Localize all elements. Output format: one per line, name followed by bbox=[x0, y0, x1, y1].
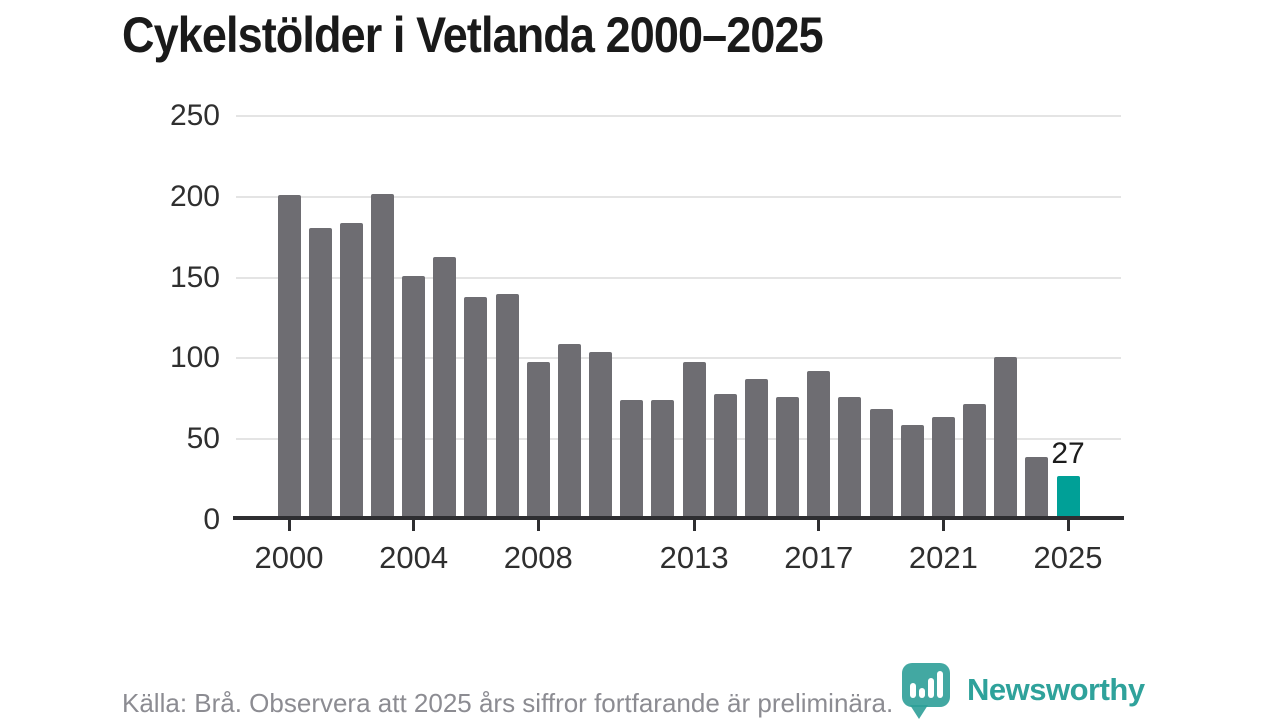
gridline-50 bbox=[236, 438, 1121, 441]
logo-chart-bar bbox=[937, 671, 943, 698]
bar-2006 bbox=[464, 297, 488, 520]
y-axis-label-250: 250 bbox=[169, 99, 220, 132]
y-axis-label-200: 200 bbox=[169, 179, 220, 213]
x-tickmark-2021 bbox=[941, 520, 945, 531]
x-axis-label-2021: 2021 bbox=[908, 540, 978, 575]
y-axis-label-100: 100 bbox=[169, 341, 220, 375]
bar-2012 bbox=[651, 400, 675, 520]
x-tickmark-2025 bbox=[1066, 520, 1070, 531]
x-axis-line bbox=[233, 516, 1124, 520]
bar-2008 bbox=[526, 361, 550, 520]
bar-2010 bbox=[589, 351, 613, 520]
newsworthy-logo-icon bbox=[902, 663, 950, 707]
bar-2024 bbox=[1025, 456, 1049, 520]
x-tickmark-2008 bbox=[536, 520, 540, 531]
bar-2000 bbox=[277, 195, 301, 520]
bar-2004 bbox=[402, 275, 426, 520]
bar-2011 bbox=[620, 400, 644, 520]
bar-2015 bbox=[744, 379, 768, 520]
bar-2023 bbox=[994, 356, 1018, 520]
bar-2020 bbox=[900, 424, 924, 520]
bar-2009 bbox=[557, 343, 581, 520]
bar-2002 bbox=[339, 222, 363, 520]
bar-2025 bbox=[1056, 476, 1080, 520]
gridline-200 bbox=[236, 195, 1121, 198]
x-tickmark-2000 bbox=[287, 520, 291, 531]
bar-chart-plot: 0 50 100 150 200 250 27 2000 2004 2008 2013 2017 202… bbox=[170, 100, 1124, 575]
logo-chart-bar bbox=[910, 683, 916, 698]
bar-2021 bbox=[931, 416, 955, 520]
bar-2005 bbox=[433, 256, 457, 520]
y-axis-label-0: 0 bbox=[203, 503, 220, 536]
x-axis-label-2004: 2004 bbox=[379, 540, 449, 575]
bar-2018 bbox=[838, 397, 862, 520]
x-axis-label-2025: 2025 bbox=[1033, 540, 1103, 575]
bar-2022 bbox=[963, 403, 987, 520]
newsworthy-logo-tail bbox=[910, 705, 928, 719]
highlight-value-label: 27 bbox=[1051, 437, 1085, 471]
x-axis-label-2000: 2000 bbox=[254, 540, 324, 575]
x-axis-label-2008: 2008 bbox=[503, 540, 573, 575]
x-axis-label-2013: 2013 bbox=[659, 540, 729, 575]
gridline-150 bbox=[236, 276, 1121, 279]
y-axis-label-50: 50 bbox=[186, 422, 220, 456]
x-tickmark-2017 bbox=[817, 520, 821, 531]
logo-chart-bar bbox=[919, 688, 925, 698]
bar-2013 bbox=[682, 361, 706, 520]
y-axis-label-150: 150 bbox=[169, 260, 220, 294]
bar-2014 bbox=[713, 393, 737, 520]
logo-chart-bar bbox=[928, 678, 934, 698]
gridline-250 bbox=[236, 115, 1121, 117]
bar-2007 bbox=[495, 293, 519, 520]
x-tickmark-2013 bbox=[692, 520, 696, 531]
chart-title: Cykelstölder i Vetlanda 2000–2025 bbox=[122, 7, 824, 63]
bar-2016 bbox=[776, 397, 800, 520]
x-tickmark-2004 bbox=[412, 520, 416, 531]
source-note: Källa: Brå. Observera att 2025 års siffr… bbox=[122, 688, 894, 718]
bar-2019 bbox=[869, 408, 893, 520]
bar-2001 bbox=[308, 227, 332, 520]
bar-2003 bbox=[370, 193, 394, 520]
bar-2017 bbox=[807, 371, 831, 520]
x-axis-label-2017: 2017 bbox=[784, 540, 854, 575]
gridline-100 bbox=[236, 357, 1121, 360]
newsworthy-wordmark: Newsworthy bbox=[967, 672, 1145, 707]
